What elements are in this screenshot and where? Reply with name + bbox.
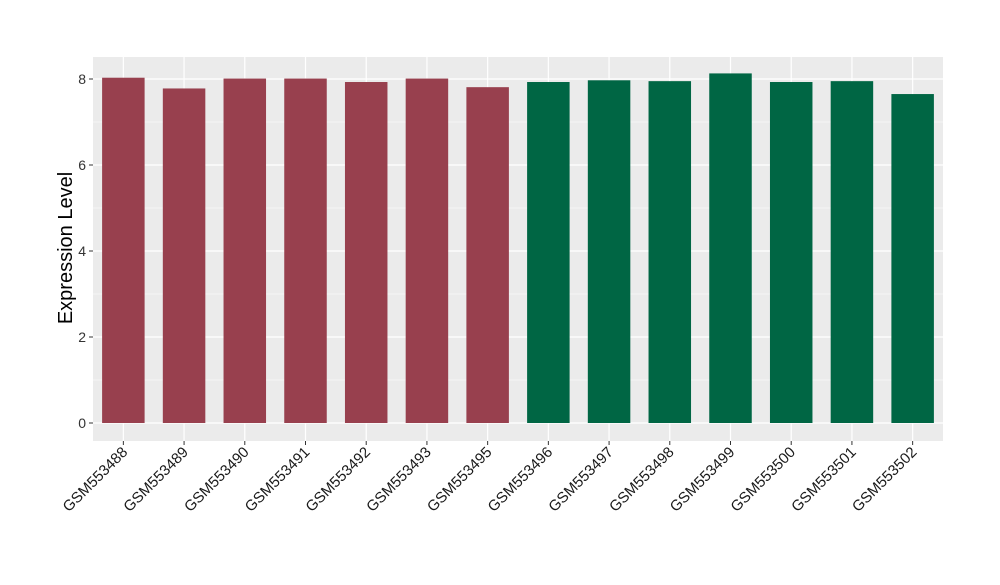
bar bbox=[709, 73, 752, 423]
bars bbox=[102, 73, 934, 424]
y-axis: 0 2 4 6 8 bbox=[78, 71, 93, 431]
y-tick-label: 4 bbox=[78, 243, 86, 259]
y-tick-label: 8 bbox=[78, 71, 86, 87]
bar bbox=[405, 78, 449, 423]
bar bbox=[891, 94, 934, 424]
bar bbox=[102, 77, 145, 424]
bar bbox=[284, 78, 327, 423]
bar bbox=[648, 81, 692, 424]
bar bbox=[466, 87, 509, 424]
y-tick-label: 0 bbox=[78, 415, 86, 431]
bar bbox=[223, 78, 267, 423]
x-tick-label: GSM553502 bbox=[849, 444, 921, 516]
x-axis: GSM553488GSM553489GSM553490GSM553491GSM5… bbox=[60, 441, 921, 516]
y-tick-label: 2 bbox=[78, 329, 86, 345]
bar bbox=[830, 81, 874, 424]
bar bbox=[527, 82, 570, 423]
bar bbox=[769, 82, 813, 423]
plot-panel bbox=[93, 57, 943, 441]
bar bbox=[344, 82, 388, 423]
y-axis-title: Expression Level bbox=[55, 172, 77, 324]
bar bbox=[587, 80, 631, 423]
y-tick-label: 6 bbox=[78, 157, 86, 173]
bar bbox=[162, 88, 206, 424]
